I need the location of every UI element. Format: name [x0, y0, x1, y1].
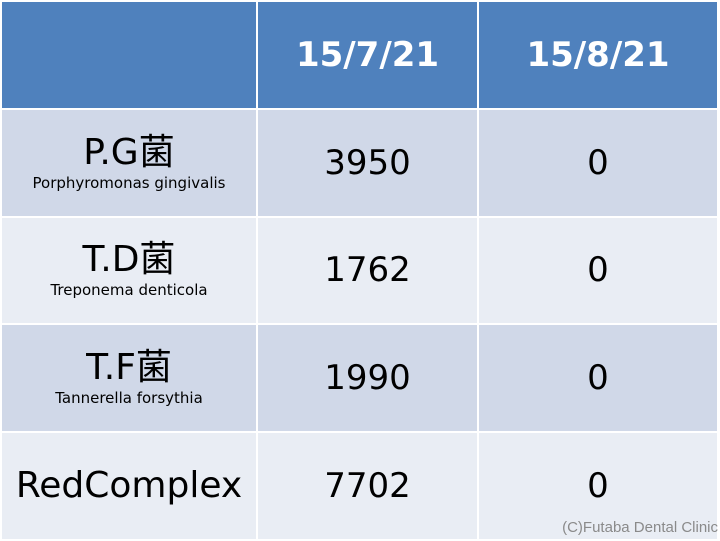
bacteria-cell: T.D菌 Treponema denticola — [0, 215, 258, 326]
value-cell: 0 — [477, 215, 719, 326]
bacteria-latin: Porphyromonas gingivalis — [32, 173, 226, 192]
value-cell: 3950 — [256, 107, 479, 218]
bacteria-name: T.F菌 — [86, 347, 172, 389]
table-row: P.G菌 Porphyromonas gingivalis 3950 0 — [0, 107, 719, 218]
watermark: (C)Futaba Dental Clinic — [562, 519, 718, 536]
bacteria-name: P.G菌 — [83, 131, 175, 173]
bacteria-cell: RedComplex — [0, 431, 258, 541]
value-cell: 0 — [477, 107, 719, 218]
header-date-2: 15/8/21 — [477, 0, 719, 110]
bacteria-name: T.D菌 — [82, 239, 176, 281]
value-cell: 7702 — [256, 431, 479, 541]
header-row: 15/7/21 15/8/21 — [0, 0, 719, 110]
table-row: T.F菌 Tannerella forsythia 1990 0 — [0, 323, 719, 434]
table-row: T.D菌 Treponema denticola 1762 0 — [0, 215, 719, 326]
bacteria-latin: Tannerella forsythia — [55, 389, 203, 408]
table-row: RedComplex 7702 0 — [0, 431, 719, 541]
bacteria-name: RedComplex — [15, 465, 243, 507]
value-cell: 0 — [477, 323, 719, 434]
bacteria-cell: P.G菌 Porphyromonas gingivalis — [0, 107, 258, 218]
bacteria-latin: Treponema denticola — [50, 281, 208, 300]
value-cell: 0 — [477, 431, 719, 541]
header-date-1: 15/7/21 — [256, 0, 479, 110]
header-empty — [0, 0, 258, 110]
bacteria-cell: T.F菌 Tannerella forsythia — [0, 323, 258, 434]
value-cell: 1762 — [256, 215, 479, 326]
value-cell: 1990 — [256, 323, 479, 434]
